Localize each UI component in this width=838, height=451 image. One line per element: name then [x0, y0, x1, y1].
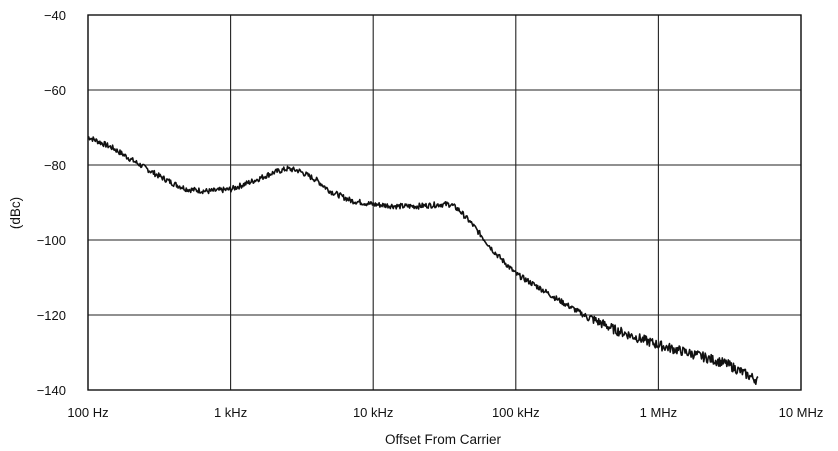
x-tick-label: 100 kHz — [492, 405, 540, 420]
x-tick-labels: 100 Hz 1 kHz 10 kHz 100 kHz 1 MHz 10 MHz — [67, 405, 823, 420]
x-tick-label: 10 MHz — [779, 405, 824, 420]
x-axis-label: Offset From Carrier — [385, 432, 502, 447]
y-tick-label: −80 — [44, 158, 66, 173]
plot-frame — [87, 14, 802, 391]
y-tick-labels: −40 −60 −80 −100 −120 −140 — [37, 8, 66, 398]
y-tick-label: −100 — [37, 233, 66, 248]
y-tick-label: −140 — [37, 383, 66, 398]
y-tick-label: −120 — [37, 308, 66, 323]
y-axis-label: (dBc) — [8, 197, 23, 229]
x-tick-label: 1 kHz — [214, 405, 247, 420]
y-tick-label: −60 — [44, 83, 66, 98]
x-tick-label: 100 Hz — [67, 405, 108, 420]
x-tick-label: 10 kHz — [353, 405, 393, 420]
y-tick-label: −40 — [44, 8, 66, 23]
series-line — [87, 136, 759, 385]
x-tick-label: 1 MHz — [640, 405, 678, 420]
